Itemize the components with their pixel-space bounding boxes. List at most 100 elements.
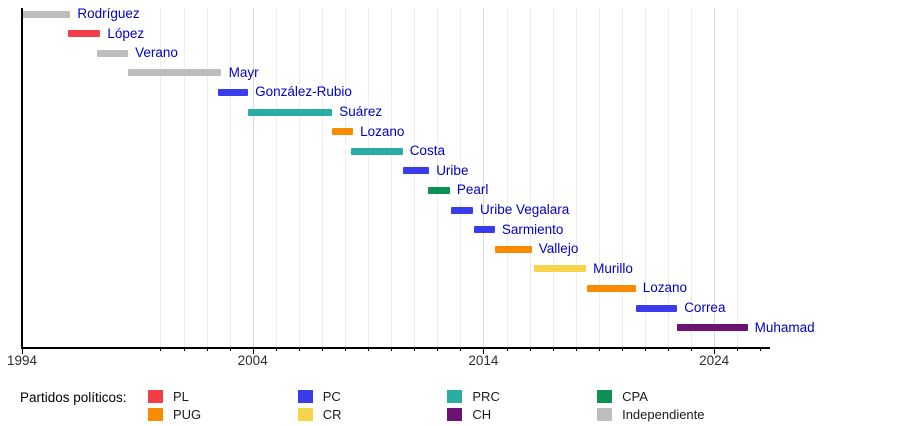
legend-label-ch: CH xyxy=(472,407,492,422)
tick-2007 xyxy=(321,347,323,351)
gridline-2010 xyxy=(391,8,393,347)
gridline-2022 xyxy=(668,8,669,347)
bar-label-pearl: Pearl xyxy=(456,182,489,198)
legend-item-cr: CR xyxy=(297,407,342,422)
bar-label-uribe: Uribe xyxy=(436,162,469,178)
gridline-2023 xyxy=(691,8,692,347)
gridline-2016 xyxy=(529,8,531,347)
legend-label-independiente: Independiente xyxy=(622,407,705,422)
gridline-2000 xyxy=(160,8,162,347)
timeline-bar-uribe-vegalara xyxy=(451,206,473,214)
gridline-2001 xyxy=(183,8,185,347)
timeline-bar-gonz-lez-rubio xyxy=(218,88,249,96)
tick-2010 xyxy=(391,347,393,351)
legend-swatch-ch xyxy=(447,408,463,421)
gridline-2014 xyxy=(483,8,485,347)
tick-2003 xyxy=(229,347,231,351)
timeline-bar-l-pez xyxy=(68,30,101,38)
tick-2004 xyxy=(252,347,254,354)
timeline-bar-rodr-guez xyxy=(22,10,71,18)
bar-label-lozano: Lozano xyxy=(360,123,405,139)
timeline-bar-lozano xyxy=(587,284,636,292)
timeline-bar-murillo xyxy=(534,265,587,273)
bar-label-murillo: Murillo xyxy=(593,260,633,276)
tick-label-2024: 2024 xyxy=(699,353,730,368)
timeline-bar-correa xyxy=(635,304,678,312)
legend-item-pc: PC xyxy=(297,389,341,404)
legend-label-pc: PC xyxy=(322,389,341,404)
tick-2002 xyxy=(206,347,208,351)
gridline-2002 xyxy=(206,8,208,347)
bar-label-gonz-lez-rubio: González-Rubio xyxy=(255,84,352,100)
legend-item-pug: PUG xyxy=(148,408,201,421)
bar-label-lozano: Lozano xyxy=(642,280,687,296)
gridline-2009 xyxy=(368,8,370,347)
gridline-2017 xyxy=(552,8,554,347)
tick-2008 xyxy=(345,347,346,351)
legend-item-ch: CH xyxy=(447,408,491,421)
tick-2015 xyxy=(506,347,508,351)
bar-label-uribe-vegalara: Uribe Vegalara xyxy=(480,202,570,217)
timeline-bar-muhamad xyxy=(677,324,748,332)
legend-swatch-cr xyxy=(297,408,313,421)
gridline-2018 xyxy=(575,8,577,347)
gridline-2020 xyxy=(621,8,623,347)
timeline-bar-sarmiento xyxy=(474,226,495,234)
bar-label-l-pez: López xyxy=(107,25,145,41)
x-axis-spine xyxy=(21,347,770,349)
tick-label-2014: 2014 xyxy=(468,353,499,368)
tick-2017 xyxy=(552,347,554,351)
legend-label-cpa: CPA xyxy=(622,389,648,404)
legend-swatch-cpa xyxy=(597,390,613,403)
gridline-2012 xyxy=(437,8,439,347)
tick-2022 xyxy=(668,347,669,351)
tick-2000 xyxy=(160,347,162,351)
legend-label-prc: PRC xyxy=(472,389,500,404)
legend-item-prc: PRC xyxy=(447,389,500,404)
tick-2016 xyxy=(529,347,531,351)
timeline-bar-verano xyxy=(97,49,129,57)
bar-label-costa: Costa xyxy=(409,143,445,159)
legend-item-pl: PL xyxy=(148,390,189,403)
bar-label-vallejo: Vallejo xyxy=(538,241,579,257)
legend-label-pl: PL xyxy=(173,389,189,404)
gridline-2019 xyxy=(598,8,600,347)
timeline-bar-su-rez xyxy=(248,108,333,116)
gridline-2006 xyxy=(298,8,300,347)
gridline-2007 xyxy=(321,8,323,347)
legend-title: Partidos políticos: xyxy=(20,390,127,405)
tick-2019 xyxy=(598,347,600,351)
legend-swatch-pl xyxy=(148,390,163,403)
legend-label-pug: PUG xyxy=(173,407,202,422)
legend-label-cr: CR xyxy=(322,407,342,422)
tick-2020 xyxy=(621,347,623,351)
bar-label-rodr-guez: Rodríguez xyxy=(77,6,140,21)
legend-swatch-pc xyxy=(297,390,313,403)
gridline-2008 xyxy=(345,8,346,347)
tick-2018 xyxy=(575,347,577,351)
bar-label-correa: Correa xyxy=(684,300,726,315)
tick-2021 xyxy=(644,347,646,351)
gridline-2003 xyxy=(229,8,231,347)
gridline-2024 xyxy=(714,8,716,347)
gridline-2011 xyxy=(414,8,416,347)
gridline-2015 xyxy=(506,8,508,347)
bar-label-muhamad: Muhamad xyxy=(754,319,815,335)
legend-swatch-independiente xyxy=(597,408,613,421)
gridline-2021 xyxy=(644,8,646,347)
tick-2014 xyxy=(483,347,485,354)
timeline-bar-mayr xyxy=(128,69,222,77)
tick-2009 xyxy=(368,347,370,351)
tick-2001 xyxy=(183,347,185,351)
tick-2012 xyxy=(437,347,439,351)
tick-2026 xyxy=(760,347,762,351)
tick-2006 xyxy=(298,347,300,351)
timeline-bar-vallejo xyxy=(494,245,532,253)
legend-swatch-pug xyxy=(148,408,163,421)
bar-label-sarmiento: Sarmiento xyxy=(501,221,564,237)
bar-label-mayr: Mayr xyxy=(228,64,259,80)
bar-label-su-rez: Suárez xyxy=(339,104,383,119)
legend-item-independiente: Independiente xyxy=(597,407,705,422)
tick-1994 xyxy=(22,347,23,354)
y-axis-spine xyxy=(21,8,23,348)
